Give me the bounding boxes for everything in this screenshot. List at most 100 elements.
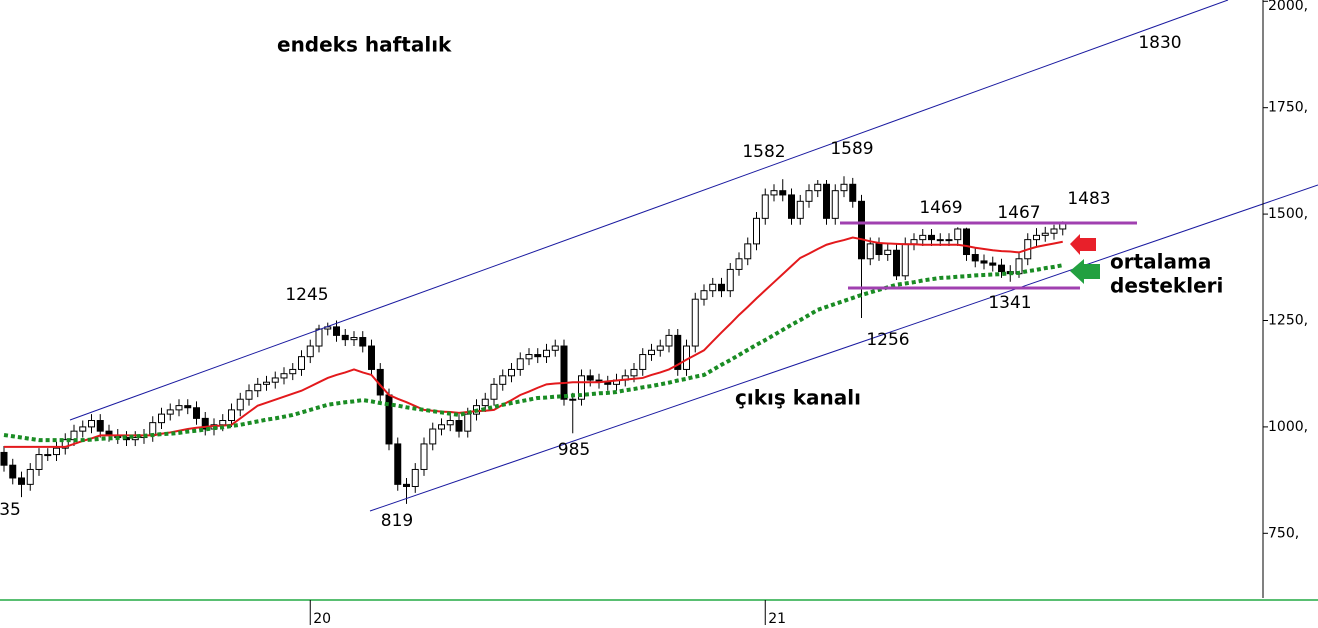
candle-body [875,243,883,256]
candle-body [96,420,104,432]
candle-body [245,390,253,400]
channel-lower [369,184,1318,512]
candle-body [919,234,927,241]
y-tick-label: 750, [1268,525,1299,541]
candle-body [753,217,760,245]
candle-body [849,183,857,202]
candle-body [823,183,830,219]
candle-body [893,249,900,277]
x-tick-label: 20 [313,611,331,627]
candle-body [508,368,515,377]
candle-body [936,239,944,242]
candle-body [298,356,305,370]
candle-body [726,268,734,292]
candle-body [884,249,892,256]
candle-body [831,190,839,219]
moving-average [4,236,1063,448]
candle-body [368,345,375,370]
candle-body [543,349,550,358]
candle-body [709,283,717,292]
candle-body [289,368,297,375]
candle-body [910,239,918,245]
candle-body [499,375,507,385]
plot [0,176,1067,504]
candle-body [551,345,559,351]
annotation: ortalama [1110,250,1211,274]
candle-body [945,239,953,242]
y-tick-label: 1750, [1268,100,1308,116]
annotation: 985 [558,440,590,460]
candle-body [131,437,139,441]
candle-body [333,326,340,336]
candle-body [201,417,209,430]
candle-body [989,262,997,266]
candle-body [158,413,165,424]
candle-body [394,443,402,485]
y-tick-label: 1250, [1268,312,1308,328]
candle-body [280,373,288,379]
candle-body [788,194,795,219]
candle-body [735,258,743,270]
candle-body [963,228,970,256]
candle-body [569,398,577,401]
candle-body [88,420,95,428]
candle-body [18,477,25,485]
candle-body [718,283,725,292]
candle-body [236,398,244,411]
candle-body [403,483,410,487]
candle-body [648,349,655,356]
candle-body [1033,234,1040,241]
annotation: 1830 [1138,33,1181,53]
annotation: 35 [0,500,21,520]
candle-body [61,439,69,449]
candle-body [26,468,34,485]
candle-body [971,254,979,262]
candle-body [980,260,988,264]
candle-body [656,345,664,351]
candle-body [438,424,445,430]
candle-body [665,334,673,347]
candle-body [9,464,17,479]
candle-body [166,409,174,415]
annotation: 1256 [866,330,909,350]
candle-body [744,243,752,260]
candle-body [901,243,909,277]
channel-upper [69,0,1229,421]
candle-body [674,334,682,370]
candle-body [350,337,358,341]
candle-body [770,190,778,196]
annotation: 1582 [742,142,785,162]
candle-body [254,383,262,392]
candle-body [359,337,367,347]
red-arrow [1070,234,1096,255]
candle-body [560,345,568,400]
candle-body [516,358,524,370]
candle-body [315,328,323,347]
annotation: 1245 [285,285,328,305]
candle-body [175,405,183,411]
candle-body [779,190,787,196]
candle-body [998,264,1005,273]
candle-body [219,420,227,426]
candle-body [796,200,804,219]
y-tick-label: 1000, [1268,419,1308,435]
candle-body [446,420,454,426]
candle-body [858,200,865,260]
candle-body [35,454,43,470]
candle-body [455,420,463,432]
candle-body [700,290,708,300]
candle-body [193,407,200,419]
candle-body [341,334,349,341]
annotation: 1467 [997,203,1040,223]
candle-body [464,413,472,432]
candle-body [1050,228,1058,234]
candle-body [578,375,585,400]
candle-body [814,183,822,192]
annotation: 1469 [919,198,962,218]
candle-body [481,398,489,407]
annotation: 819 [381,511,413,531]
annotation: destekleri [1110,274,1223,298]
candle-body [534,354,542,358]
